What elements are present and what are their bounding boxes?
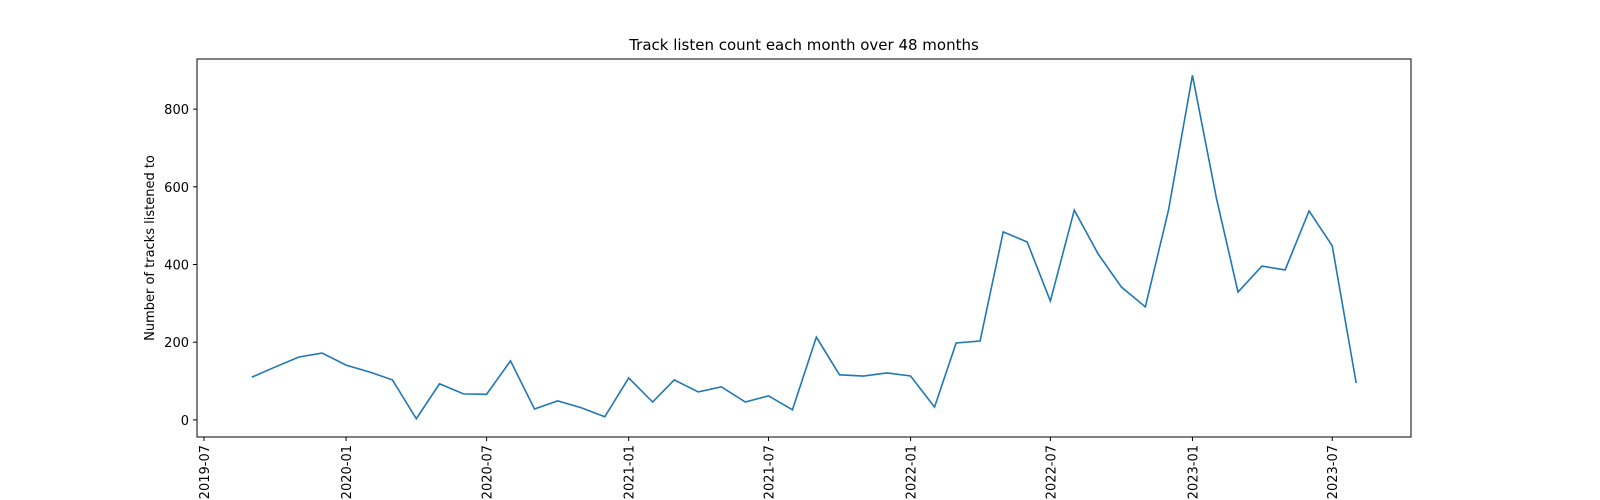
y-tick-label: 800 [164,103,189,118]
y-axis-label: Number of tracks listened to [143,155,158,341]
y-tick-label: 600 [164,181,189,196]
chart-title: Track listen count each month over 48 mo… [628,36,979,54]
line-series [251,75,1357,421]
y-tick-label: 0 [181,414,189,429]
y-tick-label: 200 [164,336,189,351]
x-tick-label: 2021-01 [623,445,638,499]
x-tick-label: 2023-01 [1186,445,1201,499]
x-tick-label: 2021-07 [762,445,777,499]
x-tick-label: 2023-07 [1326,445,1341,499]
x-tick-label: 2022-01 [905,445,920,499]
plot-frame [196,58,1412,438]
x-tick-label: 2022-07 [1044,445,1059,499]
x-tick-label: 2019-07 [198,445,213,499]
x-tick-label: 2020-07 [481,445,496,499]
x-tick-label: 2020-01 [340,445,355,499]
y-tick-label: 400 [164,259,189,274]
